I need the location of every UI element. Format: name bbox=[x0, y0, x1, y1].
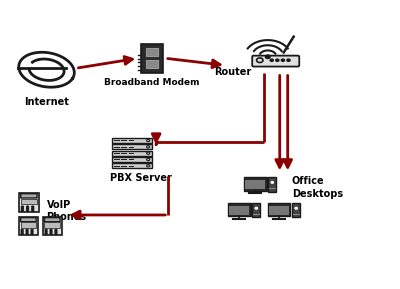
FancyBboxPatch shape bbox=[112, 151, 152, 155]
Text: PBX Server: PBX Server bbox=[110, 173, 172, 184]
FancyBboxPatch shape bbox=[20, 218, 36, 222]
FancyBboxPatch shape bbox=[252, 55, 299, 66]
Circle shape bbox=[50, 229, 52, 231]
Circle shape bbox=[26, 229, 28, 231]
FancyBboxPatch shape bbox=[112, 163, 152, 168]
Circle shape bbox=[255, 208, 258, 209]
FancyBboxPatch shape bbox=[230, 206, 249, 215]
Circle shape bbox=[21, 206, 23, 208]
Circle shape bbox=[32, 210, 34, 211]
Circle shape bbox=[21, 208, 23, 210]
FancyBboxPatch shape bbox=[141, 44, 163, 73]
FancyBboxPatch shape bbox=[244, 177, 266, 190]
Circle shape bbox=[32, 208, 34, 210]
Circle shape bbox=[26, 208, 28, 210]
Circle shape bbox=[295, 208, 297, 209]
Circle shape bbox=[21, 210, 23, 211]
Circle shape bbox=[55, 231, 57, 233]
Circle shape bbox=[31, 229, 33, 231]
Circle shape bbox=[21, 229, 23, 231]
FancyBboxPatch shape bbox=[44, 222, 60, 228]
Circle shape bbox=[265, 55, 270, 58]
Circle shape bbox=[55, 233, 57, 234]
Circle shape bbox=[21, 233, 23, 234]
FancyBboxPatch shape bbox=[21, 194, 37, 198]
Circle shape bbox=[26, 231, 28, 233]
Text: Broadband Modem: Broadband Modem bbox=[104, 78, 200, 87]
Circle shape bbox=[26, 206, 28, 208]
Text: Router: Router bbox=[214, 67, 252, 77]
Circle shape bbox=[50, 233, 52, 234]
Circle shape bbox=[50, 231, 52, 233]
Circle shape bbox=[281, 59, 284, 61]
Text: Office
Desktops: Office Desktops bbox=[292, 176, 343, 199]
FancyBboxPatch shape bbox=[269, 206, 289, 215]
Circle shape bbox=[26, 233, 28, 234]
Circle shape bbox=[32, 206, 34, 208]
FancyBboxPatch shape bbox=[20, 222, 36, 228]
FancyBboxPatch shape bbox=[146, 48, 158, 56]
Circle shape bbox=[45, 233, 47, 234]
FancyBboxPatch shape bbox=[146, 60, 158, 68]
FancyBboxPatch shape bbox=[112, 144, 152, 149]
Text: Internet: Internet bbox=[24, 97, 69, 107]
Circle shape bbox=[31, 233, 33, 234]
Circle shape bbox=[276, 59, 279, 61]
Circle shape bbox=[270, 59, 273, 61]
FancyBboxPatch shape bbox=[19, 217, 38, 235]
FancyBboxPatch shape bbox=[19, 193, 39, 212]
FancyBboxPatch shape bbox=[245, 180, 265, 189]
Circle shape bbox=[271, 181, 273, 183]
FancyBboxPatch shape bbox=[268, 177, 276, 192]
FancyBboxPatch shape bbox=[21, 199, 37, 204]
Circle shape bbox=[45, 231, 47, 233]
Circle shape bbox=[26, 210, 28, 211]
Circle shape bbox=[21, 231, 23, 233]
Text: VoIP
Phones: VoIP Phones bbox=[46, 200, 87, 222]
FancyBboxPatch shape bbox=[292, 203, 300, 218]
Circle shape bbox=[287, 59, 290, 61]
FancyBboxPatch shape bbox=[252, 203, 260, 218]
FancyBboxPatch shape bbox=[44, 218, 60, 222]
FancyBboxPatch shape bbox=[112, 157, 152, 162]
FancyBboxPatch shape bbox=[42, 217, 62, 235]
FancyBboxPatch shape bbox=[268, 203, 290, 216]
Circle shape bbox=[31, 231, 33, 233]
Circle shape bbox=[55, 229, 57, 231]
FancyBboxPatch shape bbox=[228, 203, 251, 216]
Circle shape bbox=[45, 229, 47, 231]
FancyBboxPatch shape bbox=[112, 138, 152, 143]
